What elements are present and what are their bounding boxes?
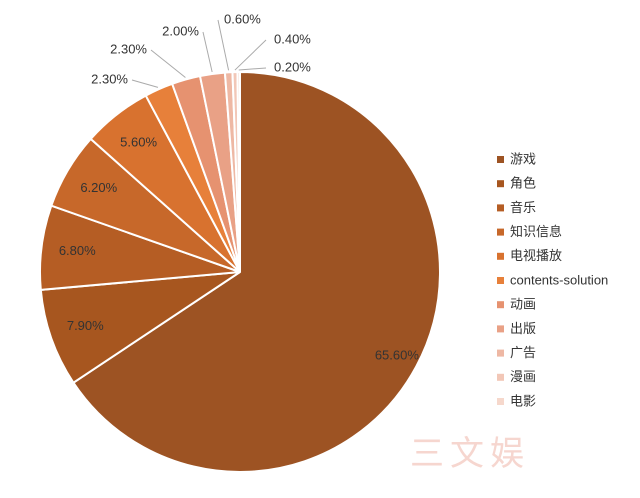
pie-slice (72, 70, 441, 473)
legend-label: 游戏 (510, 151, 536, 166)
watermark: 三文娱 (410, 435, 530, 473)
pie-slice (39, 271, 241, 385)
pie-slice (236, 70, 241, 273)
legend-swatch (497, 156, 504, 163)
leader-line (131, 79, 159, 88)
legend-swatch (497, 252, 504, 260)
data-label: 6.20% (80, 180, 117, 195)
data-label: 0.60% (224, 11, 261, 26)
legend-label: 电视播放 (510, 248, 562, 263)
data-label: 65.60% (375, 348, 420, 363)
legend-label: 广告 (510, 345, 536, 360)
legend-label: 出版 (510, 321, 536, 336)
data-label: 2.00% (162, 23, 199, 38)
legend-label: 音乐 (510, 200, 536, 215)
legend-label: 知识信息 (510, 224, 562, 239)
legend-swatch (497, 204, 504, 212)
leader-line (202, 31, 213, 73)
legend-swatch (497, 325, 504, 333)
leader-line (217, 19, 230, 71)
legend-label: contents-solution (510, 272, 608, 287)
leader-line (238, 67, 267, 71)
legend-swatch (497, 349, 504, 357)
legend-swatch (497, 301, 504, 309)
data-label: 6.80% (59, 243, 96, 258)
legend-swatch (497, 228, 504, 236)
legend-swatch (497, 373, 504, 381)
leader-line (150, 49, 186, 78)
legend-label: 动画 (510, 297, 536, 312)
legend-label: 角色 (510, 176, 536, 191)
data-label: 2.30% (110, 41, 147, 56)
legend-label: 漫画 (510, 369, 536, 384)
legend-swatch (497, 277, 504, 284)
data-label: 0.20% (274, 59, 311, 74)
data-label: 7.90% (67, 318, 104, 333)
legend-swatch (497, 398, 504, 405)
leader-line (234, 39, 267, 71)
data-label: 0.40% (274, 31, 311, 46)
data-label: 5.60% (120, 135, 157, 150)
legend-swatch (497, 180, 504, 188)
data-label: 2.30% (91, 71, 128, 86)
legend-label: 电影 (510, 393, 536, 408)
